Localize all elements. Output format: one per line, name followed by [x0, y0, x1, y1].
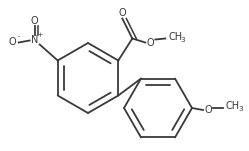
Text: O: O — [9, 37, 16, 48]
Text: -: - — [17, 34, 20, 40]
Text: 3: 3 — [238, 106, 243, 112]
Text: N: N — [31, 35, 38, 45]
Text: O: O — [146, 37, 154, 48]
Text: O: O — [31, 16, 39, 26]
Text: CH: CH — [226, 101, 240, 111]
Text: O: O — [119, 8, 126, 18]
Text: CH: CH — [168, 32, 183, 42]
Text: +: + — [37, 32, 42, 39]
Text: O: O — [204, 105, 212, 115]
Text: 3: 3 — [180, 37, 185, 42]
